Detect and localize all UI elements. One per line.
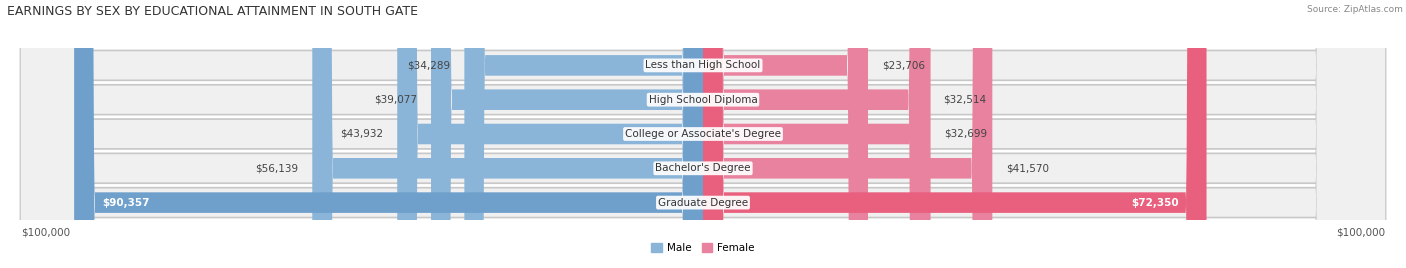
Text: Bachelor's Degree: Bachelor's Degree bbox=[655, 163, 751, 173]
FancyBboxPatch shape bbox=[21, 0, 1385, 268]
FancyBboxPatch shape bbox=[75, 0, 703, 268]
Text: Graduate Degree: Graduate Degree bbox=[658, 198, 748, 208]
FancyBboxPatch shape bbox=[312, 0, 703, 268]
Text: Less than High School: Less than High School bbox=[645, 60, 761, 70]
Text: $23,706: $23,706 bbox=[882, 60, 925, 70]
FancyBboxPatch shape bbox=[21, 0, 1385, 268]
FancyBboxPatch shape bbox=[21, 0, 1385, 268]
FancyBboxPatch shape bbox=[21, 0, 1385, 268]
Text: $34,289: $34,289 bbox=[408, 60, 450, 70]
FancyBboxPatch shape bbox=[703, 0, 929, 268]
Text: High School Diploma: High School Diploma bbox=[648, 95, 758, 105]
Legend: Male, Female: Male, Female bbox=[647, 239, 759, 258]
Text: $90,357: $90,357 bbox=[103, 198, 149, 208]
FancyBboxPatch shape bbox=[464, 0, 703, 268]
FancyBboxPatch shape bbox=[21, 0, 1385, 268]
FancyBboxPatch shape bbox=[21, 0, 1385, 268]
FancyBboxPatch shape bbox=[703, 0, 993, 268]
Text: EARNINGS BY SEX BY EDUCATIONAL ATTAINMENT IN SOUTH GATE: EARNINGS BY SEX BY EDUCATIONAL ATTAINMEN… bbox=[7, 5, 418, 18]
Text: $41,570: $41,570 bbox=[1007, 163, 1049, 173]
FancyBboxPatch shape bbox=[703, 0, 868, 268]
Text: $32,514: $32,514 bbox=[943, 95, 987, 105]
Text: $43,932: $43,932 bbox=[340, 129, 384, 139]
FancyBboxPatch shape bbox=[21, 0, 1385, 268]
FancyBboxPatch shape bbox=[398, 0, 703, 268]
FancyBboxPatch shape bbox=[21, 0, 1385, 268]
Text: $100,000: $100,000 bbox=[21, 227, 70, 237]
Text: $100,000: $100,000 bbox=[1336, 227, 1385, 237]
FancyBboxPatch shape bbox=[21, 0, 1385, 268]
Text: $72,350: $72,350 bbox=[1130, 198, 1178, 208]
Text: $39,077: $39,077 bbox=[374, 95, 418, 105]
FancyBboxPatch shape bbox=[21, 0, 1385, 268]
Text: $56,139: $56,139 bbox=[256, 163, 298, 173]
FancyBboxPatch shape bbox=[703, 0, 931, 268]
FancyBboxPatch shape bbox=[703, 0, 1206, 268]
Text: $32,699: $32,699 bbox=[945, 129, 987, 139]
Text: College or Associate's Degree: College or Associate's Degree bbox=[626, 129, 780, 139]
Text: Source: ZipAtlas.com: Source: ZipAtlas.com bbox=[1308, 5, 1403, 14]
FancyBboxPatch shape bbox=[432, 0, 703, 268]
